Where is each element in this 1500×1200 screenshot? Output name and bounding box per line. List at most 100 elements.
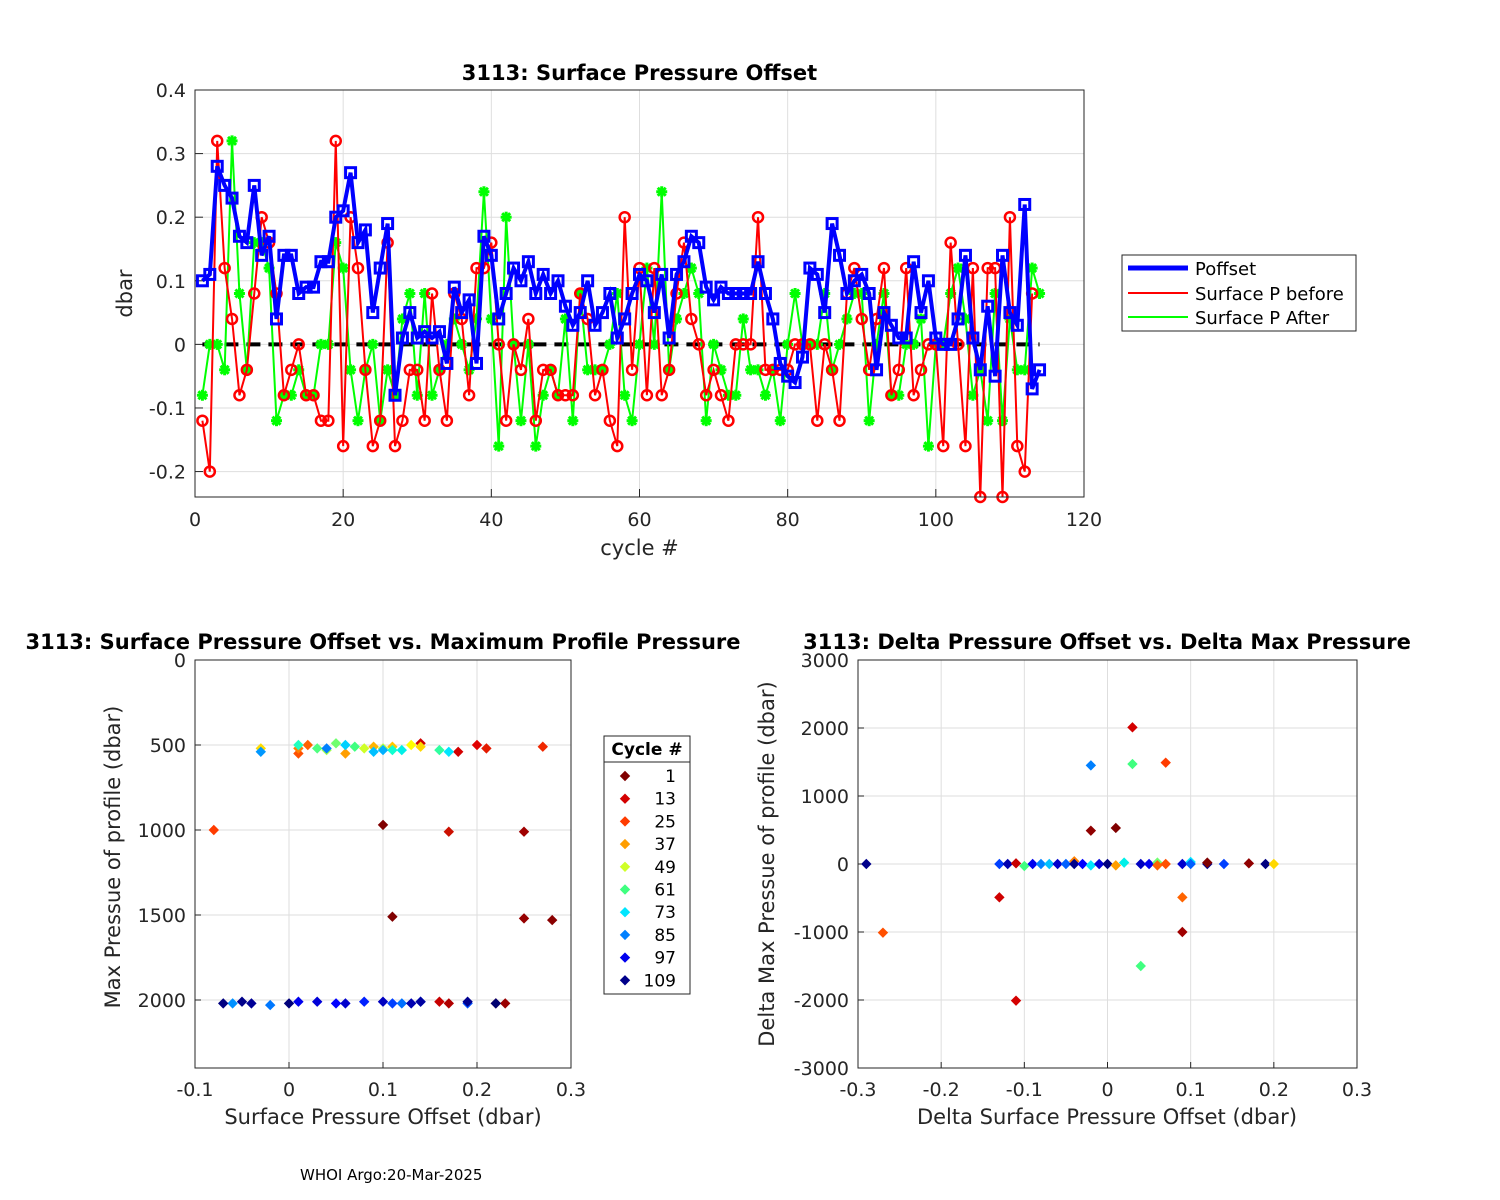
data-point bbox=[766, 312, 780, 326]
scatter-point bbox=[1110, 860, 1122, 871]
data-point bbox=[478, 186, 490, 198]
data-point bbox=[336, 204, 350, 218]
scatter-point bbox=[1152, 860, 1163, 871]
data-point bbox=[529, 287, 543, 300]
legend-entry: 85 bbox=[654, 926, 676, 946]
data-point bbox=[625, 363, 639, 377]
data-point bbox=[833, 248, 847, 262]
scatter-point bbox=[377, 744, 389, 756]
y-tick-label: 500 bbox=[150, 735, 186, 757]
scatter-point bbox=[227, 998, 238, 1009]
data-point bbox=[352, 415, 364, 427]
y-axis-label: dbar bbox=[113, 269, 137, 318]
data-point bbox=[581, 274, 595, 288]
data-point bbox=[788, 376, 802, 390]
data-point bbox=[395, 331, 409, 345]
data-point bbox=[922, 440, 934, 452]
data-point bbox=[219, 364, 231, 376]
y-tick-label: 2000 bbox=[801, 718, 849, 740]
legend-marker bbox=[619, 838, 631, 850]
data-point bbox=[884, 318, 898, 332]
data-point bbox=[736, 338, 750, 351]
data-point bbox=[862, 363, 876, 377]
data-point bbox=[959, 439, 972, 453]
data-point bbox=[551, 274, 565, 288]
scatter-point bbox=[264, 999, 276, 1011]
data-point bbox=[210, 159, 224, 173]
scatter-point bbox=[387, 911, 398, 922]
data-point bbox=[670, 267, 684, 281]
data-point bbox=[1018, 197, 1032, 211]
legend-marker bbox=[619, 861, 631, 873]
data-point bbox=[892, 331, 906, 345]
legend-entry: 109 bbox=[644, 971, 676, 991]
data-point bbox=[396, 414, 409, 427]
data-point bbox=[596, 363, 609, 377]
scatter-point bbox=[358, 743, 370, 754]
data-point bbox=[982, 415, 994, 427]
data-point bbox=[536, 363, 550, 377]
data-point bbox=[426, 389, 438, 401]
legend: Poffset Surface P before Surface P After bbox=[1121, 254, 1357, 332]
legend-title: Cycle # bbox=[611, 740, 682, 760]
data-point bbox=[351, 261, 365, 275]
scatter-point bbox=[293, 996, 304, 1007]
data-point bbox=[381, 217, 395, 231]
data-point bbox=[714, 389, 728, 402]
scatter-point bbox=[1110, 822, 1122, 834]
scatter-point bbox=[377, 819, 389, 831]
data-point bbox=[952, 262, 964, 274]
data-point bbox=[997, 415, 1009, 427]
data-point bbox=[988, 369, 1002, 383]
data-point bbox=[218, 178, 232, 192]
x-tick-label: -0.3 bbox=[839, 1079, 876, 1101]
data-point bbox=[721, 287, 735, 300]
legend-marker bbox=[619, 929, 631, 941]
y-tick-label: 0 bbox=[174, 334, 186, 356]
scatter-point bbox=[340, 739, 351, 751]
data-point bbox=[425, 287, 439, 300]
data-point bbox=[359, 363, 372, 377]
data-point bbox=[345, 364, 357, 376]
offset-timeseries-chart: 0 20 40 60 80 100 120 -0.2 -0.1 0 0.1 0.2 0.3 0.4 311… bbox=[113, 61, 1357, 560]
data-point bbox=[818, 338, 831, 351]
data-point bbox=[456, 338, 468, 350]
data-point bbox=[655, 389, 668, 402]
data-point bbox=[588, 389, 602, 402]
data-point bbox=[677, 255, 691, 269]
data-point bbox=[944, 236, 957, 249]
scatter-point bbox=[377, 996, 389, 1007]
scatter-point bbox=[1052, 858, 1063, 870]
data-point bbox=[277, 389, 291, 402]
data-point bbox=[841, 313, 853, 325]
legend-entry: 37 bbox=[654, 835, 676, 855]
data-point bbox=[626, 415, 638, 427]
data-point bbox=[707, 293, 721, 307]
data-point bbox=[544, 287, 558, 300]
scatter-point bbox=[217, 998, 229, 1009]
data-point bbox=[610, 331, 624, 345]
data-point bbox=[618, 210, 631, 224]
y-tick-label: -0.1 bbox=[149, 398, 186, 420]
data-point bbox=[751, 255, 765, 269]
points-group bbox=[861, 722, 1280, 1006]
x-tick-label: 0 bbox=[283, 1079, 295, 1101]
legend-entry: 49 bbox=[654, 858, 676, 878]
y-tick-label: 0.1 bbox=[156, 271, 186, 293]
data-point bbox=[493, 440, 505, 452]
data-point bbox=[936, 337, 950, 351]
x-axis-label: Surface Pressure Offset (dbar) bbox=[224, 1105, 541, 1129]
scatter-point bbox=[358, 996, 370, 1007]
scatter-point bbox=[537, 741, 549, 752]
data-point bbox=[981, 299, 995, 313]
scatter-point bbox=[349, 741, 361, 752]
data-point bbox=[551, 389, 565, 402]
data-point bbox=[292, 338, 305, 351]
data-point bbox=[529, 414, 543, 427]
delta-offset-vs-delta-maxpressure-chart: -0.3 -0.2 -0.1 0 0.1 0.2 0.3 -3000 -2000 -1000 0 10… bbox=[755, 630, 1411, 1129]
scatter-point bbox=[1218, 858, 1230, 870]
scatter-point bbox=[443, 826, 455, 837]
data-point bbox=[618, 312, 632, 326]
axes-box bbox=[857, 659, 1358, 1069]
scatter-point bbox=[994, 858, 1005, 870]
